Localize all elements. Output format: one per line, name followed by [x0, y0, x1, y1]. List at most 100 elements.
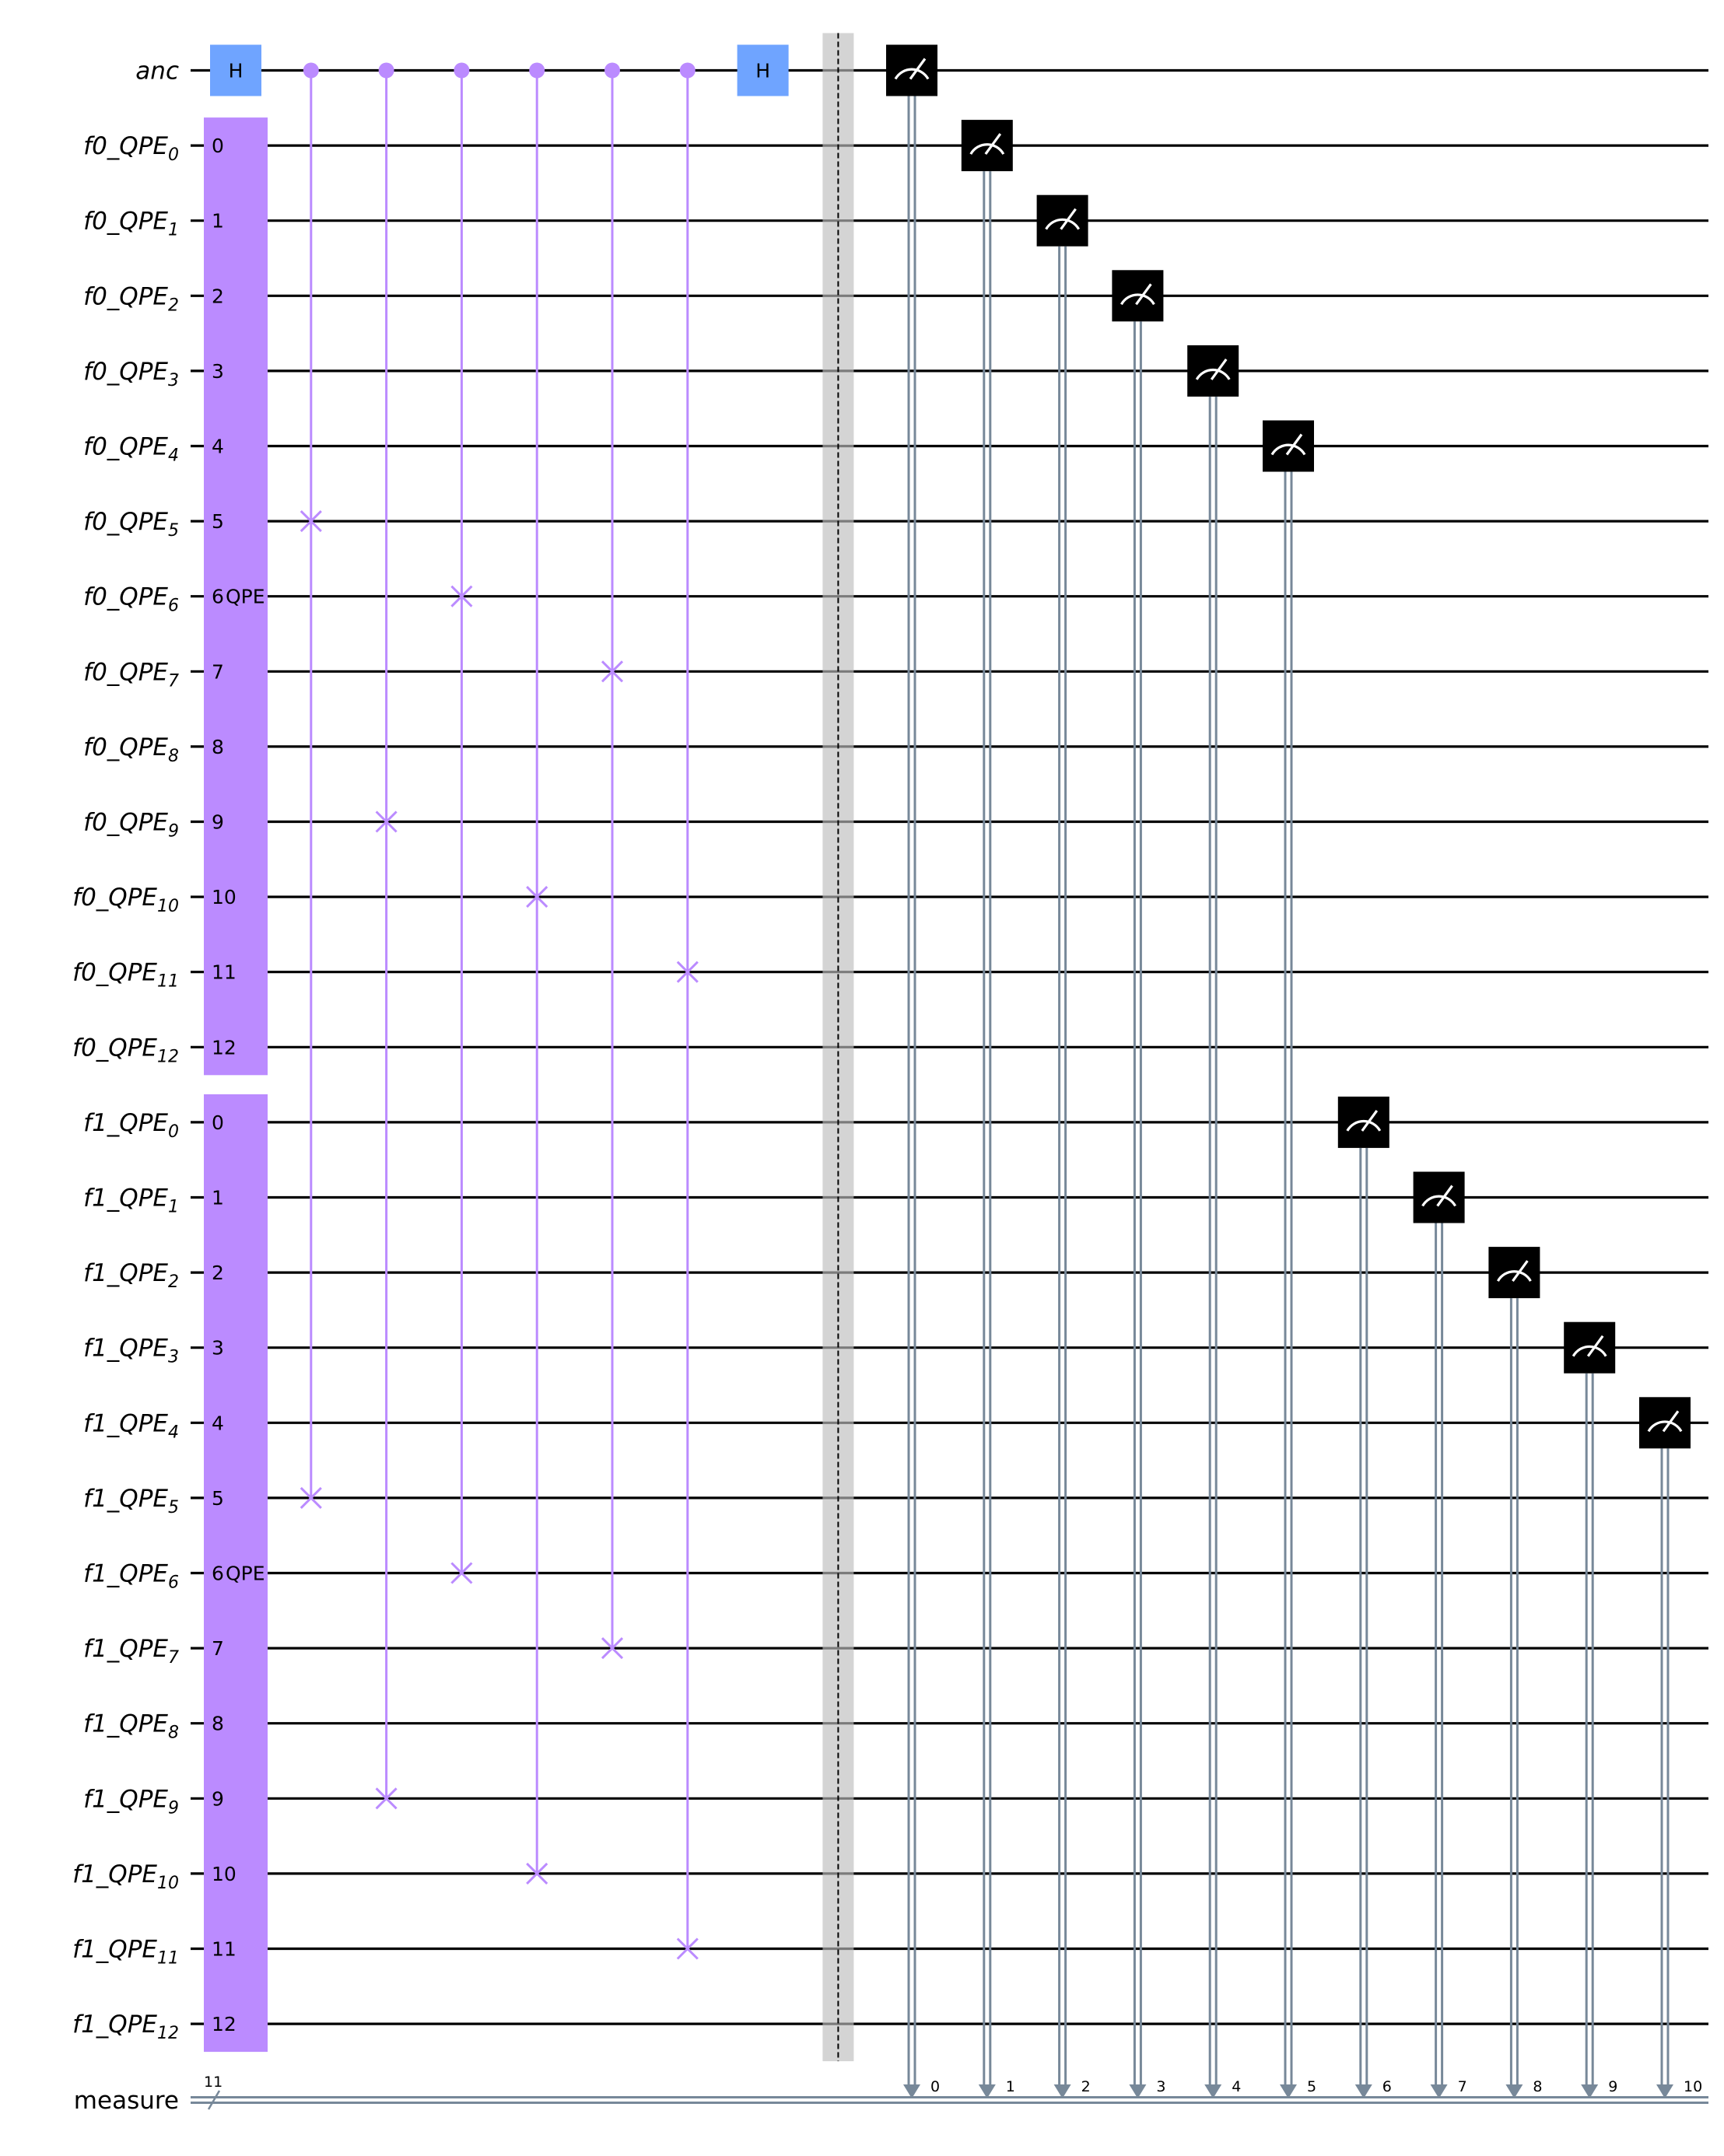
wire-label: f0_QPE12 — [72, 1034, 179, 1066]
qpe-port-index: 7 — [212, 660, 224, 683]
register-size: 11 — [204, 2074, 223, 2091]
wire-label-subscript: 9 — [168, 822, 179, 842]
qpe-port-index: 12 — [212, 2013, 237, 2035]
wire-label-subscript: 12 — [157, 2024, 179, 2043]
meter-needle-icon — [1586, 1335, 1604, 1357]
qpe-port-index: 12 — [212, 1036, 237, 1059]
meter-needle-icon — [1436, 1185, 1453, 1207]
wire-label-subscript: 4 — [168, 1423, 179, 1442]
swap-cross — [300, 1486, 322, 1509]
meter-needle-icon — [1512, 1260, 1529, 1283]
qpe-port-index: 8 — [212, 736, 224, 758]
clbit-index: 2 — [1081, 2078, 1091, 2095]
wire-label-base: f1_QPE — [83, 1109, 168, 1137]
swap-cross — [300, 510, 322, 533]
measure-arrow — [1505, 2084, 1523, 2098]
qpe-port-index: 2 — [212, 1262, 224, 1284]
wire-label: f0_QPE8 — [83, 733, 179, 766]
clbit-index: 9 — [1608, 2078, 1617, 2095]
wire-label-subscript: 11 — [157, 972, 179, 992]
wire-label-subscript: 3 — [168, 1348, 179, 1367]
wire-label: f1_QPE5 — [83, 1485, 179, 1517]
wire-label-subscript: 11 — [157, 1949, 179, 1969]
measure-arrow — [978, 2084, 996, 2098]
controlled-swaps — [300, 62, 699, 1960]
control-dot — [679, 62, 696, 79]
measure-arrow — [1053, 2084, 1071, 2098]
wire-label: f0_QPE9 — [83, 809, 179, 842]
wire-label-base: f0_QPE — [83, 358, 168, 386]
wire-label-base: f0_QPE — [83, 583, 168, 611]
wire-label: f0_QPE10 — [72, 884, 179, 916]
h-gate-label: H — [755, 60, 770, 82]
wire-label-subscript: 12 — [157, 1047, 179, 1066]
wire-label-base: f1_QPE — [83, 1710, 168, 1738]
wire-label: f0_QPE6 — [83, 583, 179, 616]
qpe-port-index: 0 — [212, 1111, 224, 1134]
measure-arrow — [1280, 2084, 1297, 2098]
wire-label: f1_QPE4 — [83, 1409, 179, 1442]
control-dot — [529, 62, 545, 79]
wire-label: f0_QPE5 — [83, 508, 179, 541]
meter-needle-icon — [1285, 433, 1303, 456]
wire-label: f1_QPE11 — [72, 1936, 179, 1969]
meter-icon — [1647, 1420, 1683, 1433]
wire-label-base: f1_QPE — [72, 1860, 157, 1888]
wire-label-subscript: 8 — [168, 1724, 179, 1743]
wire-label: f0_QPE2 — [83, 282, 179, 315]
qpe-port-index: 10 — [212, 1863, 237, 1885]
wire-label: f1_QPE12 — [72, 2011, 179, 2043]
wire-label-subscript: 8 — [168, 747, 179, 766]
wire-label-base: f1_QPE — [72, 2011, 157, 2039]
wire-label-subscript: 2 — [168, 296, 179, 315]
clbit-index: 7 — [1458, 2078, 1467, 2095]
swap-cross — [676, 1937, 699, 1960]
wire-label-subscript: 4 — [168, 446, 179, 466]
wire-label-base: f1_QPE — [83, 1409, 168, 1437]
swap-cross — [601, 1637, 624, 1660]
swap-cross — [526, 886, 548, 908]
wire-label: f1_QPE0 — [83, 1109, 179, 1142]
swap-cross — [450, 1562, 473, 1584]
wire-label-base: f1_QPE — [83, 1335, 168, 1363]
control-dot — [454, 62, 470, 79]
wire-label-subscript: 5 — [168, 1498, 179, 1517]
wire-label: f1_QPE1 — [83, 1185, 179, 1217]
wire-label-base: f0_QPE — [83, 132, 168, 160]
swap-cross — [375, 810, 398, 833]
qpe-port-index: 5 — [212, 1487, 224, 1510]
measure-arrow — [1430, 2084, 1448, 2098]
meter-needle-icon — [1060, 208, 1077, 230]
wire-label: f0_QPE0 — [83, 132, 179, 165]
wire-label-subscript: 3 — [168, 371, 179, 390]
wire-label-subscript: 2 — [168, 1272, 179, 1292]
wire-label: f0_QPE4 — [83, 433, 179, 466]
h-gate-label: H — [229, 60, 244, 82]
swap-cross — [450, 585, 473, 607]
clbit-index: 6 — [1382, 2078, 1392, 2095]
wire-label-subscript: 1 — [168, 1198, 179, 1217]
wire-label-subscript: 0 — [168, 145, 179, 165]
measure-arrow — [1129, 2084, 1147, 2098]
control-dot — [604, 62, 620, 79]
wire-label-base: f1_QPE — [83, 1560, 168, 1588]
meter-icon — [1195, 368, 1231, 380]
meter-icon — [1120, 293, 1155, 306]
wire-label: f1_QPE10 — [72, 1860, 179, 1893]
wire-label-base: anc — [135, 58, 179, 86]
wire-label: f0_QPE1 — [83, 208, 179, 240]
wire-label: f1_QPE7 — [83, 1635, 179, 1668]
h-gate — [210, 44, 261, 96]
qpe-block — [204, 1094, 268, 2053]
qpe-port-index: 5 — [212, 510, 224, 533]
qpe-port-index: 0 — [212, 135, 224, 157]
meter-icon — [1270, 443, 1306, 456]
qpe-port-index: 1 — [212, 210, 224, 233]
meter-icon — [1572, 1345, 1607, 1357]
clbit-index: 4 — [1232, 2078, 1241, 2095]
meter-icon — [1045, 218, 1080, 230]
qpe-label: QPE — [226, 1563, 265, 1585]
qubit-wires — [191, 68, 1708, 2025]
